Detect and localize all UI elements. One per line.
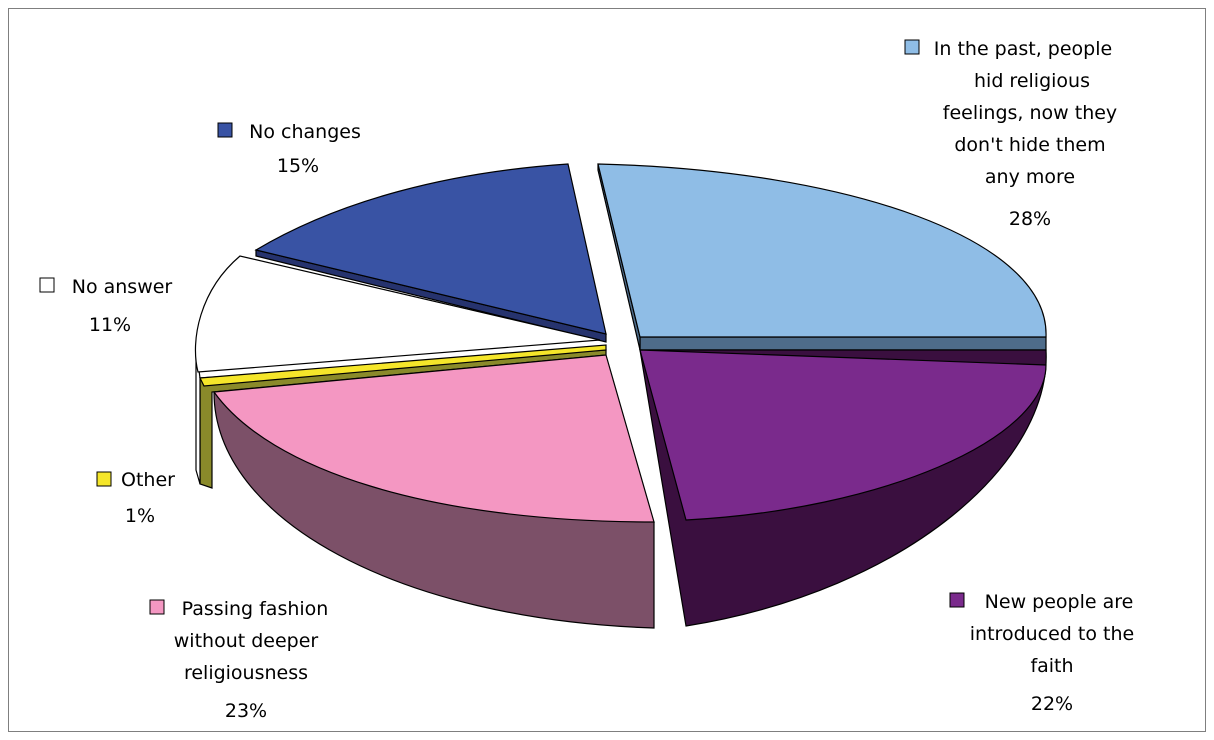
- slice-no-answer: [194, 255, 601, 373]
- label-line: introduced to the: [970, 623, 1134, 645]
- slice-new-people: [639, 349, 1047, 521]
- data-label-other: Other 1%: [96, 469, 175, 527]
- legend-key-no-answer: [39, 277, 55, 293]
- label-line: Other: [121, 469, 175, 491]
- data-label-passing-fashion: Passing fashion without deeper religious…: [149, 598, 329, 722]
- label-line: In the past, people: [934, 38, 1112, 60]
- label-pct: 1%: [125, 505, 155, 527]
- slice-other: [199, 344, 607, 387]
- slice-no-changes: [254, 163, 607, 335]
- label-line: No changes: [249, 121, 361, 143]
- label-pct: 23%: [225, 700, 267, 722]
- slice-in-the-past: [597, 163, 1047, 338]
- slice-side-in-the-past: [639, 336, 1047, 351]
- label-line: hid religious: [974, 70, 1090, 92]
- label-pct: 28%: [1009, 208, 1051, 230]
- label-line: any more: [985, 166, 1075, 188]
- label-line: religiousness: [184, 662, 308, 684]
- label-line: without deeper: [174, 630, 319, 652]
- legend-key-new-people: [949, 592, 965, 608]
- label-pct: 11%: [89, 314, 131, 336]
- legend-key-other: [96, 471, 112, 487]
- data-label-in-the-past: In the past, people hid religious feelin…: [904, 38, 1117, 230]
- data-label-no-changes: No changes 15%: [217, 121, 361, 177]
- label-pct: 22%: [1031, 693, 1073, 715]
- label-line: faith: [1030, 655, 1073, 677]
- label-line: No answer: [72, 276, 173, 298]
- legend-key-no-changes: [217, 122, 233, 138]
- slice-passing-fashion: [212, 354, 655, 523]
- data-label-new-people: New people are introduced to the faith 2…: [949, 591, 1134, 715]
- label-pct: 15%: [277, 155, 319, 177]
- label-line: don't hide them: [954, 134, 1105, 156]
- data-label-no-answer: No answer 11%: [39, 276, 173, 336]
- label-line: Passing fashion: [182, 598, 329, 620]
- legend-key-in-the-past: [904, 39, 920, 55]
- label-line: New people are: [985, 591, 1134, 613]
- legend-key-passing-fashion: [149, 599, 165, 615]
- label-line: feelings, now they: [943, 102, 1117, 124]
